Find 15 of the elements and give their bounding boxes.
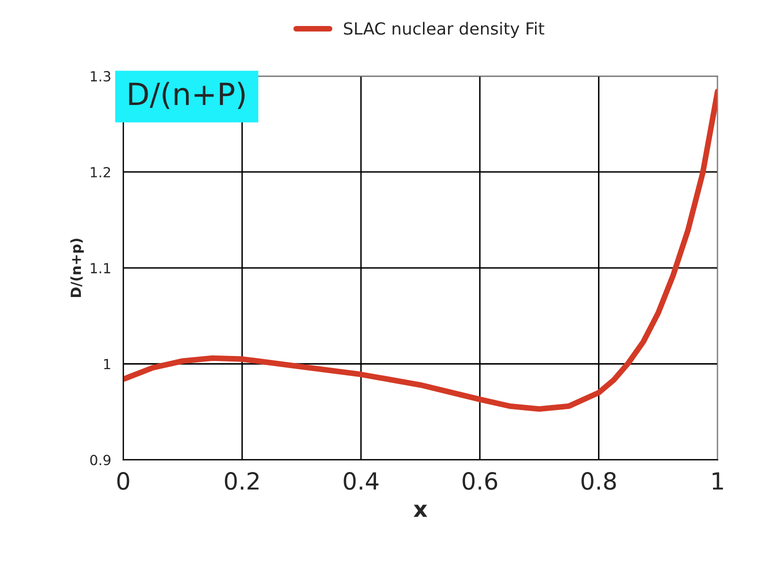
x-tick-label: 0.6: [462, 472, 498, 490]
legend-label: SLAC nuclear density Fit: [344, 22, 544, 38]
y-tick-label: 0.9: [90, 454, 110, 466]
y-tick-label: 1: [104, 359, 110, 370]
y-tick-label: 1.3: [90, 71, 110, 82]
y-tick-label: 1.1: [90, 263, 110, 274]
x-tick-label: 1: [712, 472, 723, 490]
y-axis-title: D/(n+p): [70, 238, 84, 298]
y-tick-label: 1.2: [90, 166, 110, 178]
x-tick-label: 0: [117, 472, 130, 490]
x-axis-title: x: [414, 504, 428, 517]
x-tick-label: 0.2: [224, 472, 259, 490]
annotation: D/(n+P): [129, 82, 245, 110]
x-tick-label: 0.4: [344, 472, 378, 490]
x-tick-label: 0.8: [582, 472, 616, 490]
